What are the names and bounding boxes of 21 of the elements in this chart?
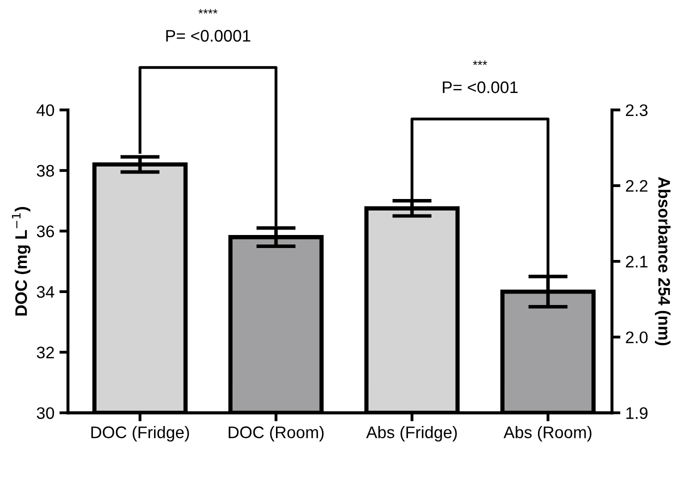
x-tick-label: Abs (Room) <box>504 426 592 442</box>
y2-tick-label: 2.2 <box>626 180 648 192</box>
text: P= <0.0001 <box>166 30 250 42</box>
y2-axis-title: Absorbance 254 (nm) <box>654 177 670 346</box>
y-tick-label: 40 <box>36 104 54 116</box>
y2-tick-label: 2.1 <box>626 256 648 268</box>
y2-tick-label: 2.0 <box>626 331 648 344</box>
text: P= <0.001 <box>442 81 518 94</box>
y-tick-label: 34 <box>36 286 54 298</box>
y2-tick-label: 1.9 <box>626 407 648 420</box>
text: *** <box>472 60 488 66</box>
x-tick-label: DOC (Room) <box>228 426 324 442</box>
y-tick-label: 36 <box>36 225 54 238</box>
y-axis-title: DOC (mg L$^{−1}$) <box>12 207 30 316</box>
y-tick-label: 30 <box>36 407 54 420</box>
y2-tick-label: 2.3 <box>626 104 648 116</box>
y-tick-label: 32 <box>36 346 54 358</box>
x-tick-label: DOC (Fridge) <box>91 426 189 442</box>
y-tick-label: 38 <box>36 164 54 177</box>
x-tick-label: Abs (Fridge) <box>366 426 457 442</box>
text: **** <box>198 9 218 14</box>
